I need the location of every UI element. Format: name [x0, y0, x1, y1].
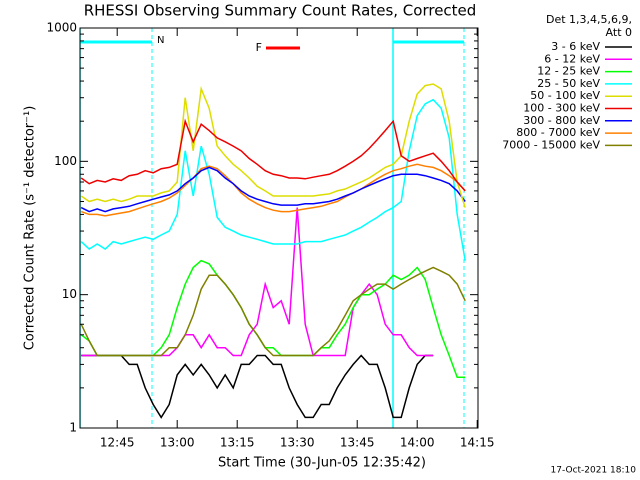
legend-label: 25 - 50 keV	[537, 77, 600, 90]
legend-label: 6 - 12 keV	[544, 52, 600, 65]
legend-label: 800 - 7000 keV	[516, 126, 600, 139]
y-axis-label: Corrected Count Rate (s⁻¹ detector⁻¹)	[23, 106, 38, 351]
legend-label: 12 - 25 keV	[537, 65, 600, 78]
x-tick-label: 13:00	[160, 436, 195, 450]
series-line	[80, 98, 466, 261]
x-tick-label: 14:00	[400, 436, 435, 450]
legend-header: Att 0	[606, 26, 632, 39]
series-line	[80, 166, 466, 213]
y-tick-label: 100	[54, 154, 77, 168]
flare-label: F	[256, 41, 262, 54]
series-line	[80, 266, 466, 357]
chart-title: RHESSI Observing Summary Count Rates, Co…	[84, 2, 477, 20]
x-tick-label: 13:15	[220, 436, 255, 450]
footer: 17-Oct-2021 18:10	[551, 466, 637, 476]
y-tick-label: 10	[62, 287, 77, 301]
legend-label: 7000 - 15000 keV	[502, 138, 600, 151]
x-axis-label: Start Time (30-Jun-05 12:35:42)	[218, 456, 426, 471]
x-tick-label: 13:30	[280, 436, 315, 450]
series-line	[80, 163, 466, 217]
legend-label: 100 - 300 keV	[523, 102, 600, 115]
attenuator-label: N	[157, 35, 164, 46]
plot-frame	[79, 27, 479, 429]
x-tick-label: 12:45	[100, 436, 135, 450]
y-tick-label: 1000	[46, 21, 77, 35]
legend-label: 3 - 6 keV	[551, 40, 600, 53]
plot-area	[80, 28, 466, 428]
x-tick-label: 14:15	[460, 436, 495, 450]
legend-label: 300 - 800 keV	[523, 114, 600, 127]
x-tick-label: 13:45	[340, 436, 375, 450]
y-tick-label: 1	[69, 421, 77, 435]
legend-label: 50 - 100 keV	[530, 89, 600, 102]
series-line	[80, 118, 466, 192]
series-line	[81, 354, 434, 419]
legend-header: Det 1,3,4,5,6,9,	[546, 13, 632, 26]
